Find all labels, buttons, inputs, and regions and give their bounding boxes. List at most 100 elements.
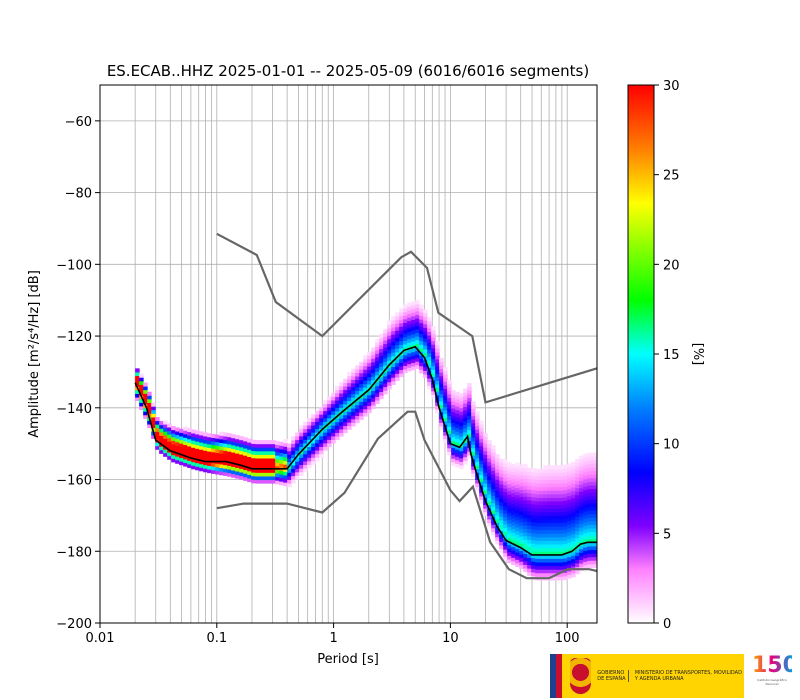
density-cell bbox=[311, 425, 316, 430]
density-cell bbox=[547, 465, 552, 470]
density-cell bbox=[487, 458, 492, 463]
density-cell bbox=[443, 395, 448, 400]
density-cell bbox=[487, 486, 492, 491]
density-cell bbox=[507, 505, 512, 510]
density-cell bbox=[475, 414, 480, 419]
density-cell bbox=[455, 391, 460, 396]
density-cell bbox=[411, 305, 416, 310]
density-cell bbox=[511, 496, 516, 501]
density-cell bbox=[591, 477, 596, 482]
density-cell bbox=[463, 424, 468, 429]
density-cell bbox=[487, 493, 492, 498]
density-cell bbox=[595, 510, 597, 515]
density-cell bbox=[503, 545, 508, 550]
density-cell bbox=[471, 426, 476, 431]
density-cell bbox=[511, 471, 516, 476]
density-cell bbox=[287, 457, 292, 463]
density-cell bbox=[555, 515, 560, 520]
density-cell bbox=[459, 396, 464, 401]
density-cell bbox=[211, 455, 216, 460]
density-cell bbox=[459, 414, 464, 419]
density-cell bbox=[163, 427, 168, 432]
density-cell bbox=[415, 332, 420, 337]
density-cell bbox=[219, 453, 224, 458]
density-cell bbox=[515, 544, 520, 550]
density-cell bbox=[519, 493, 524, 498]
density-cell bbox=[539, 554, 544, 559]
density-cell bbox=[595, 560, 597, 565]
density-cell bbox=[539, 551, 544, 556]
density-cell bbox=[287, 461, 292, 466]
density-cell bbox=[543, 511, 548, 516]
density-cell bbox=[255, 465, 260, 470]
density-cell bbox=[563, 547, 568, 552]
density-cell bbox=[451, 458, 456, 463]
density-cell bbox=[407, 324, 412, 329]
density-cell bbox=[415, 336, 420, 341]
density-cell bbox=[563, 479, 568, 484]
density-cell bbox=[399, 329, 404, 335]
density-cell bbox=[207, 443, 212, 449]
density-cell bbox=[423, 341, 428, 346]
density-cell bbox=[427, 363, 432, 368]
density-cell bbox=[503, 498, 508, 503]
density-cell bbox=[279, 470, 284, 475]
density-cell bbox=[279, 477, 284, 482]
density-cell bbox=[227, 461, 232, 466]
density-cell bbox=[411, 312, 416, 317]
density-cell bbox=[439, 357, 444, 362]
density-cell bbox=[587, 556, 592, 561]
density-cell bbox=[499, 519, 504, 524]
density-cell bbox=[223, 453, 228, 459]
density-cell bbox=[443, 384, 448, 389]
density-cell bbox=[563, 543, 568, 548]
density-cell bbox=[319, 414, 324, 419]
density-cell bbox=[555, 529, 560, 534]
density-cell bbox=[531, 568, 536, 573]
density-cell bbox=[559, 536, 564, 542]
density-cell bbox=[591, 556, 596, 561]
density-cell bbox=[291, 479, 296, 484]
density-cell bbox=[403, 340, 408, 345]
density-cell bbox=[495, 515, 500, 520]
density-cell bbox=[583, 460, 588, 466]
density-cell bbox=[571, 497, 576, 502]
density-cell bbox=[479, 438, 484, 443]
density-cell bbox=[319, 432, 324, 437]
density-cell bbox=[251, 450, 256, 455]
density-cell bbox=[283, 449, 288, 454]
density-cell bbox=[379, 359, 384, 364]
density-cell bbox=[539, 572, 544, 577]
density-cell bbox=[571, 533, 576, 538]
density-cell bbox=[423, 352, 428, 357]
density-cell bbox=[539, 569, 544, 574]
density-cell bbox=[351, 375, 356, 380]
density-cell bbox=[415, 364, 420, 369]
density-cell bbox=[563, 482, 568, 487]
density-cell bbox=[455, 423, 460, 429]
density-cell bbox=[203, 453, 208, 458]
density-cell bbox=[351, 408, 356, 413]
density-cell bbox=[239, 464, 244, 469]
density-cell bbox=[319, 421, 324, 426]
density-cell bbox=[391, 377, 396, 382]
colorbar-tick-label: 15 bbox=[663, 348, 680, 363]
density-cell bbox=[595, 506, 597, 511]
density-cell bbox=[591, 484, 596, 489]
density-cell bbox=[555, 522, 560, 527]
density-cell bbox=[471, 444, 476, 449]
density-cell bbox=[159, 439, 164, 444]
density-cell bbox=[183, 444, 188, 449]
density-cell bbox=[395, 326, 400, 331]
density-cell bbox=[527, 510, 532, 515]
density-cell bbox=[199, 460, 204, 465]
density-cell bbox=[467, 390, 472, 395]
density-cell bbox=[239, 461, 244, 466]
density-cell bbox=[443, 388, 448, 393]
density-cell bbox=[499, 487, 504, 492]
density-cell bbox=[303, 442, 308, 448]
density-cell bbox=[267, 468, 272, 473]
density-cell bbox=[407, 352, 412, 358]
density-cell bbox=[407, 342, 412, 347]
density-cell bbox=[515, 509, 520, 514]
